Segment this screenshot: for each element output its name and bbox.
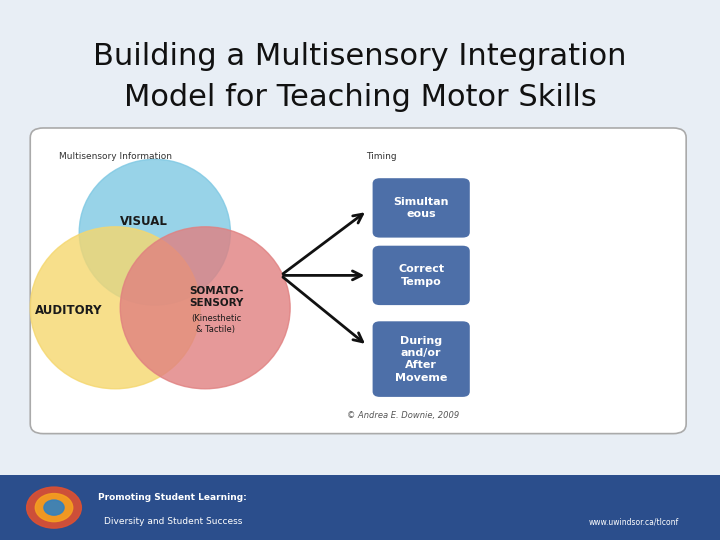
Text: Building a Multisensory Integration: Building a Multisensory Integration: [94, 42, 626, 71]
Ellipse shape: [120, 227, 290, 389]
Ellipse shape: [30, 227, 200, 389]
FancyBboxPatch shape: [373, 178, 469, 238]
Text: Model for Teaching Motor Skills: Model for Teaching Motor Skills: [124, 83, 596, 112]
Text: Timing: Timing: [366, 152, 397, 161]
Text: SOMATO-
SENSORY: SOMATO- SENSORY: [189, 286, 243, 308]
Text: Diversity and Student Success: Diversity and Student Success: [104, 517, 242, 526]
Text: www.uwindsor.ca/tlconf: www.uwindsor.ca/tlconf: [588, 517, 679, 526]
Text: AUDITORY: AUDITORY: [35, 304, 102, 317]
FancyBboxPatch shape: [0, 475, 720, 540]
Text: Simultan
eous: Simultan eous: [393, 197, 449, 219]
Circle shape: [44, 500, 64, 515]
FancyBboxPatch shape: [373, 246, 469, 305]
FancyBboxPatch shape: [373, 321, 469, 397]
Circle shape: [35, 494, 73, 522]
Text: Correct
Tempo: Correct Tempo: [398, 264, 444, 287]
Text: Multisensory Information: Multisensory Information: [59, 152, 171, 161]
Text: VISUAL: VISUAL: [120, 215, 168, 228]
Text: (Kinesthetic
& Tactile): (Kinesthetic & Tactile): [191, 314, 241, 334]
FancyBboxPatch shape: [30, 128, 686, 434]
Text: During
and/or
After
Moveme: During and/or After Moveme: [395, 335, 447, 383]
Ellipse shape: [79, 159, 230, 305]
Text: © Andrea E. Downie, 2009: © Andrea E. Downie, 2009: [347, 411, 459, 420]
Circle shape: [27, 487, 81, 528]
Text: Promoting Student Learning:: Promoting Student Learning:: [99, 494, 247, 502]
